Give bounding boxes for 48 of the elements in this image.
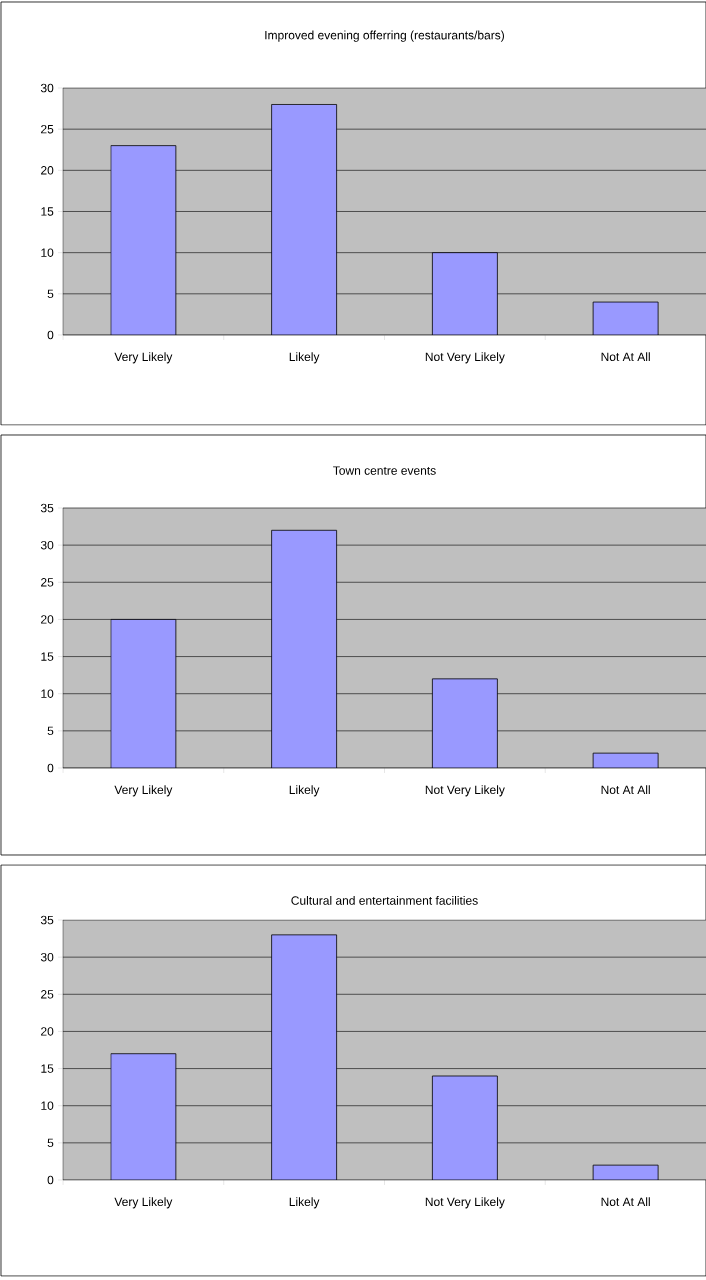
y-tick-label: 30 (40, 540, 54, 550)
y-tick-label: 5 (47, 289, 54, 299)
y-tick-label: 5 (47, 726, 54, 736)
y-tick-label: 25 (40, 990, 54, 999)
x-tick-label: Not Very Likely (425, 785, 505, 797)
bar (431, 252, 498, 335)
bar (110, 145, 177, 335)
y-tick-label: 0 (47, 330, 54, 340)
x-tick-label: Not Very Likely (425, 1197, 505, 1209)
x-tick-label: Not Very Likely (425, 352, 505, 364)
y-tick-label: 10 (41, 248, 54, 257)
bar (431, 678, 498, 768)
x-tick-label: Not At All (601, 785, 650, 794)
y-tick-label: 0 (47, 1175, 54, 1185)
y-tick-label: 20 (40, 615, 54, 624)
y-tick-label: 10 (41, 689, 54, 698)
x-tick-label: Very Likely (114, 1197, 173, 1209)
x-tick-label: Not At All (601, 352, 650, 361)
x-tick-label: Likely (289, 352, 320, 364)
x-tick-label: Likely (289, 1197, 320, 1209)
y-tick-label: 30 (40, 83, 54, 93)
x-tick-label: Likely (289, 785, 320, 797)
y-tick-label: 0 (47, 763, 54, 773)
y-tick-label: 25 (40, 124, 54, 134)
bar (271, 529, 337, 768)
bar (271, 934, 337, 1180)
x-tick-label: Very Likely (114, 785, 173, 797)
chart-title: Town centre events (332, 466, 436, 475)
y-tick-label: 25 (40, 578, 54, 587)
y-tick-label: 30 (40, 952, 54, 962)
y-tick-label: 15 (41, 652, 54, 661)
chart-title: Improved evening offerring (restaurants/bars) (265, 30, 504, 42)
bar (110, 619, 177, 768)
x-tick-label: Not At All (601, 1197, 650, 1206)
y-tick-label: 20 (40, 1027, 54, 1036)
bar (271, 104, 337, 335)
y-tick-label: 10 (41, 1101, 54, 1110)
y-tick-label: 35 (40, 503, 54, 513)
bar (431, 1075, 498, 1180)
y-tick-label: 5 (47, 1138, 54, 1148)
y-tick-label: 15 (41, 1064, 54, 1073)
y-tick-label: 20 (40, 166, 54, 175)
bar (592, 301, 659, 335)
x-tick-label: Very Likely (114, 352, 173, 364)
chart-title: Cultural and entertainment facilities (291, 895, 478, 905)
y-tick-label: 35 (40, 915, 54, 925)
y-tick-label: 15 (41, 207, 54, 216)
bar (110, 1053, 177, 1180)
